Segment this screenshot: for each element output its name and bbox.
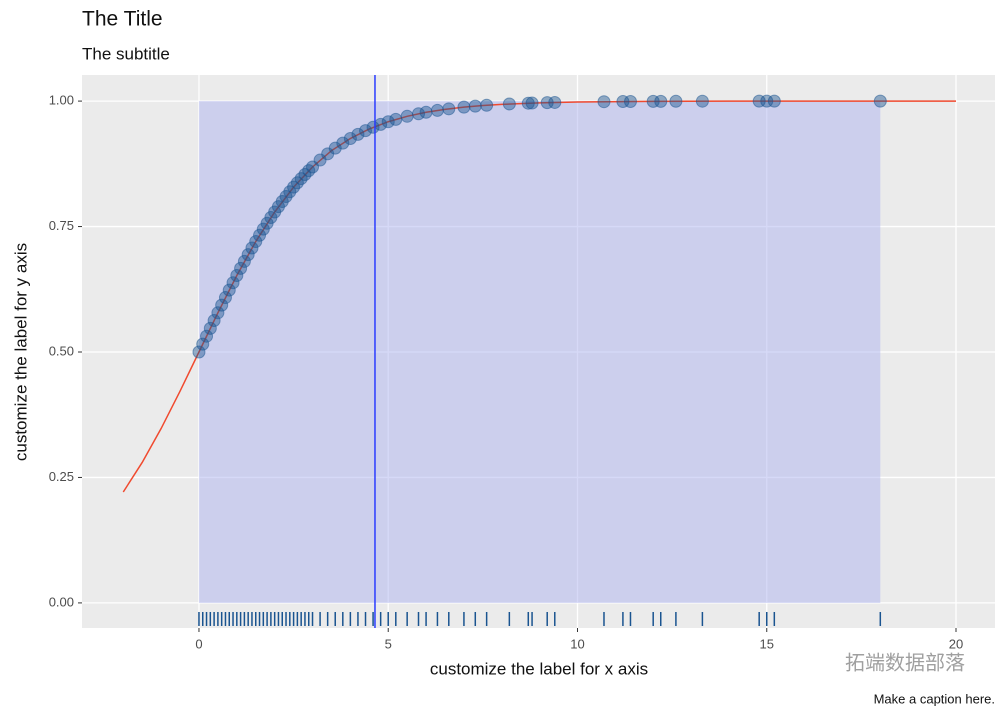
point bbox=[646, 94, 660, 108]
point bbox=[203, 321, 217, 335]
point bbox=[207, 314, 221, 328]
point bbox=[430, 103, 444, 117]
point bbox=[192, 345, 206, 359]
point bbox=[249, 235, 263, 249]
point bbox=[419, 105, 433, 119]
point bbox=[222, 283, 236, 297]
point bbox=[359, 124, 373, 138]
point bbox=[525, 96, 539, 110]
point bbox=[752, 94, 766, 108]
y-tick-label: 0.75 bbox=[49, 218, 74, 233]
point bbox=[230, 268, 244, 282]
point bbox=[521, 96, 535, 110]
point bbox=[695, 94, 709, 108]
point bbox=[211, 306, 225, 320]
point bbox=[400, 109, 414, 123]
point bbox=[366, 120, 380, 134]
point bbox=[328, 141, 342, 155]
x-tick-label: 20 bbox=[949, 636, 963, 651]
point bbox=[234, 261, 248, 275]
x-tick-label: 10 bbox=[570, 636, 584, 651]
point bbox=[873, 94, 887, 108]
shade bbox=[198, 101, 881, 603]
point bbox=[200, 329, 214, 343]
point bbox=[760, 94, 774, 108]
point bbox=[381, 115, 395, 129]
point bbox=[196, 337, 210, 351]
y-tick-label: 0.50 bbox=[49, 343, 74, 358]
x-axis-label: customize the label for x axis bbox=[430, 659, 648, 678]
point bbox=[215, 298, 229, 312]
watermark: 拓端数据部落 bbox=[845, 651, 965, 674]
y-tick-label: 0.00 bbox=[49, 594, 74, 609]
point bbox=[457, 100, 471, 114]
point bbox=[389, 112, 403, 126]
point bbox=[302, 164, 316, 178]
point bbox=[253, 228, 267, 242]
point bbox=[502, 97, 516, 111]
point bbox=[218, 291, 232, 305]
x-tick-label: 15 bbox=[760, 636, 774, 651]
point bbox=[442, 102, 456, 116]
point bbox=[237, 254, 251, 268]
point bbox=[654, 94, 668, 108]
point bbox=[767, 94, 781, 108]
y-tick-label: 0.25 bbox=[49, 469, 74, 484]
chart-subtitle: The subtitle bbox=[82, 44, 170, 63]
point bbox=[241, 248, 255, 262]
point bbox=[597, 95, 611, 109]
point bbox=[616, 95, 630, 109]
x-tick-label: 0 bbox=[195, 636, 202, 651]
y-tick-label: 1.00 bbox=[49, 93, 74, 108]
chart-title: The Title bbox=[82, 8, 163, 31]
point bbox=[548, 95, 562, 109]
point bbox=[468, 99, 482, 113]
point bbox=[336, 136, 350, 150]
point bbox=[226, 276, 240, 290]
x-tick-label: 5 bbox=[385, 636, 392, 651]
point bbox=[669, 94, 683, 108]
point bbox=[623, 94, 637, 108]
point bbox=[245, 241, 259, 255]
y-axis-label: customize the label for y axis bbox=[11, 243, 30, 461]
point bbox=[343, 131, 357, 145]
point bbox=[351, 127, 365, 141]
point bbox=[480, 98, 494, 112]
caption: Make a caption here. bbox=[874, 691, 995, 706]
